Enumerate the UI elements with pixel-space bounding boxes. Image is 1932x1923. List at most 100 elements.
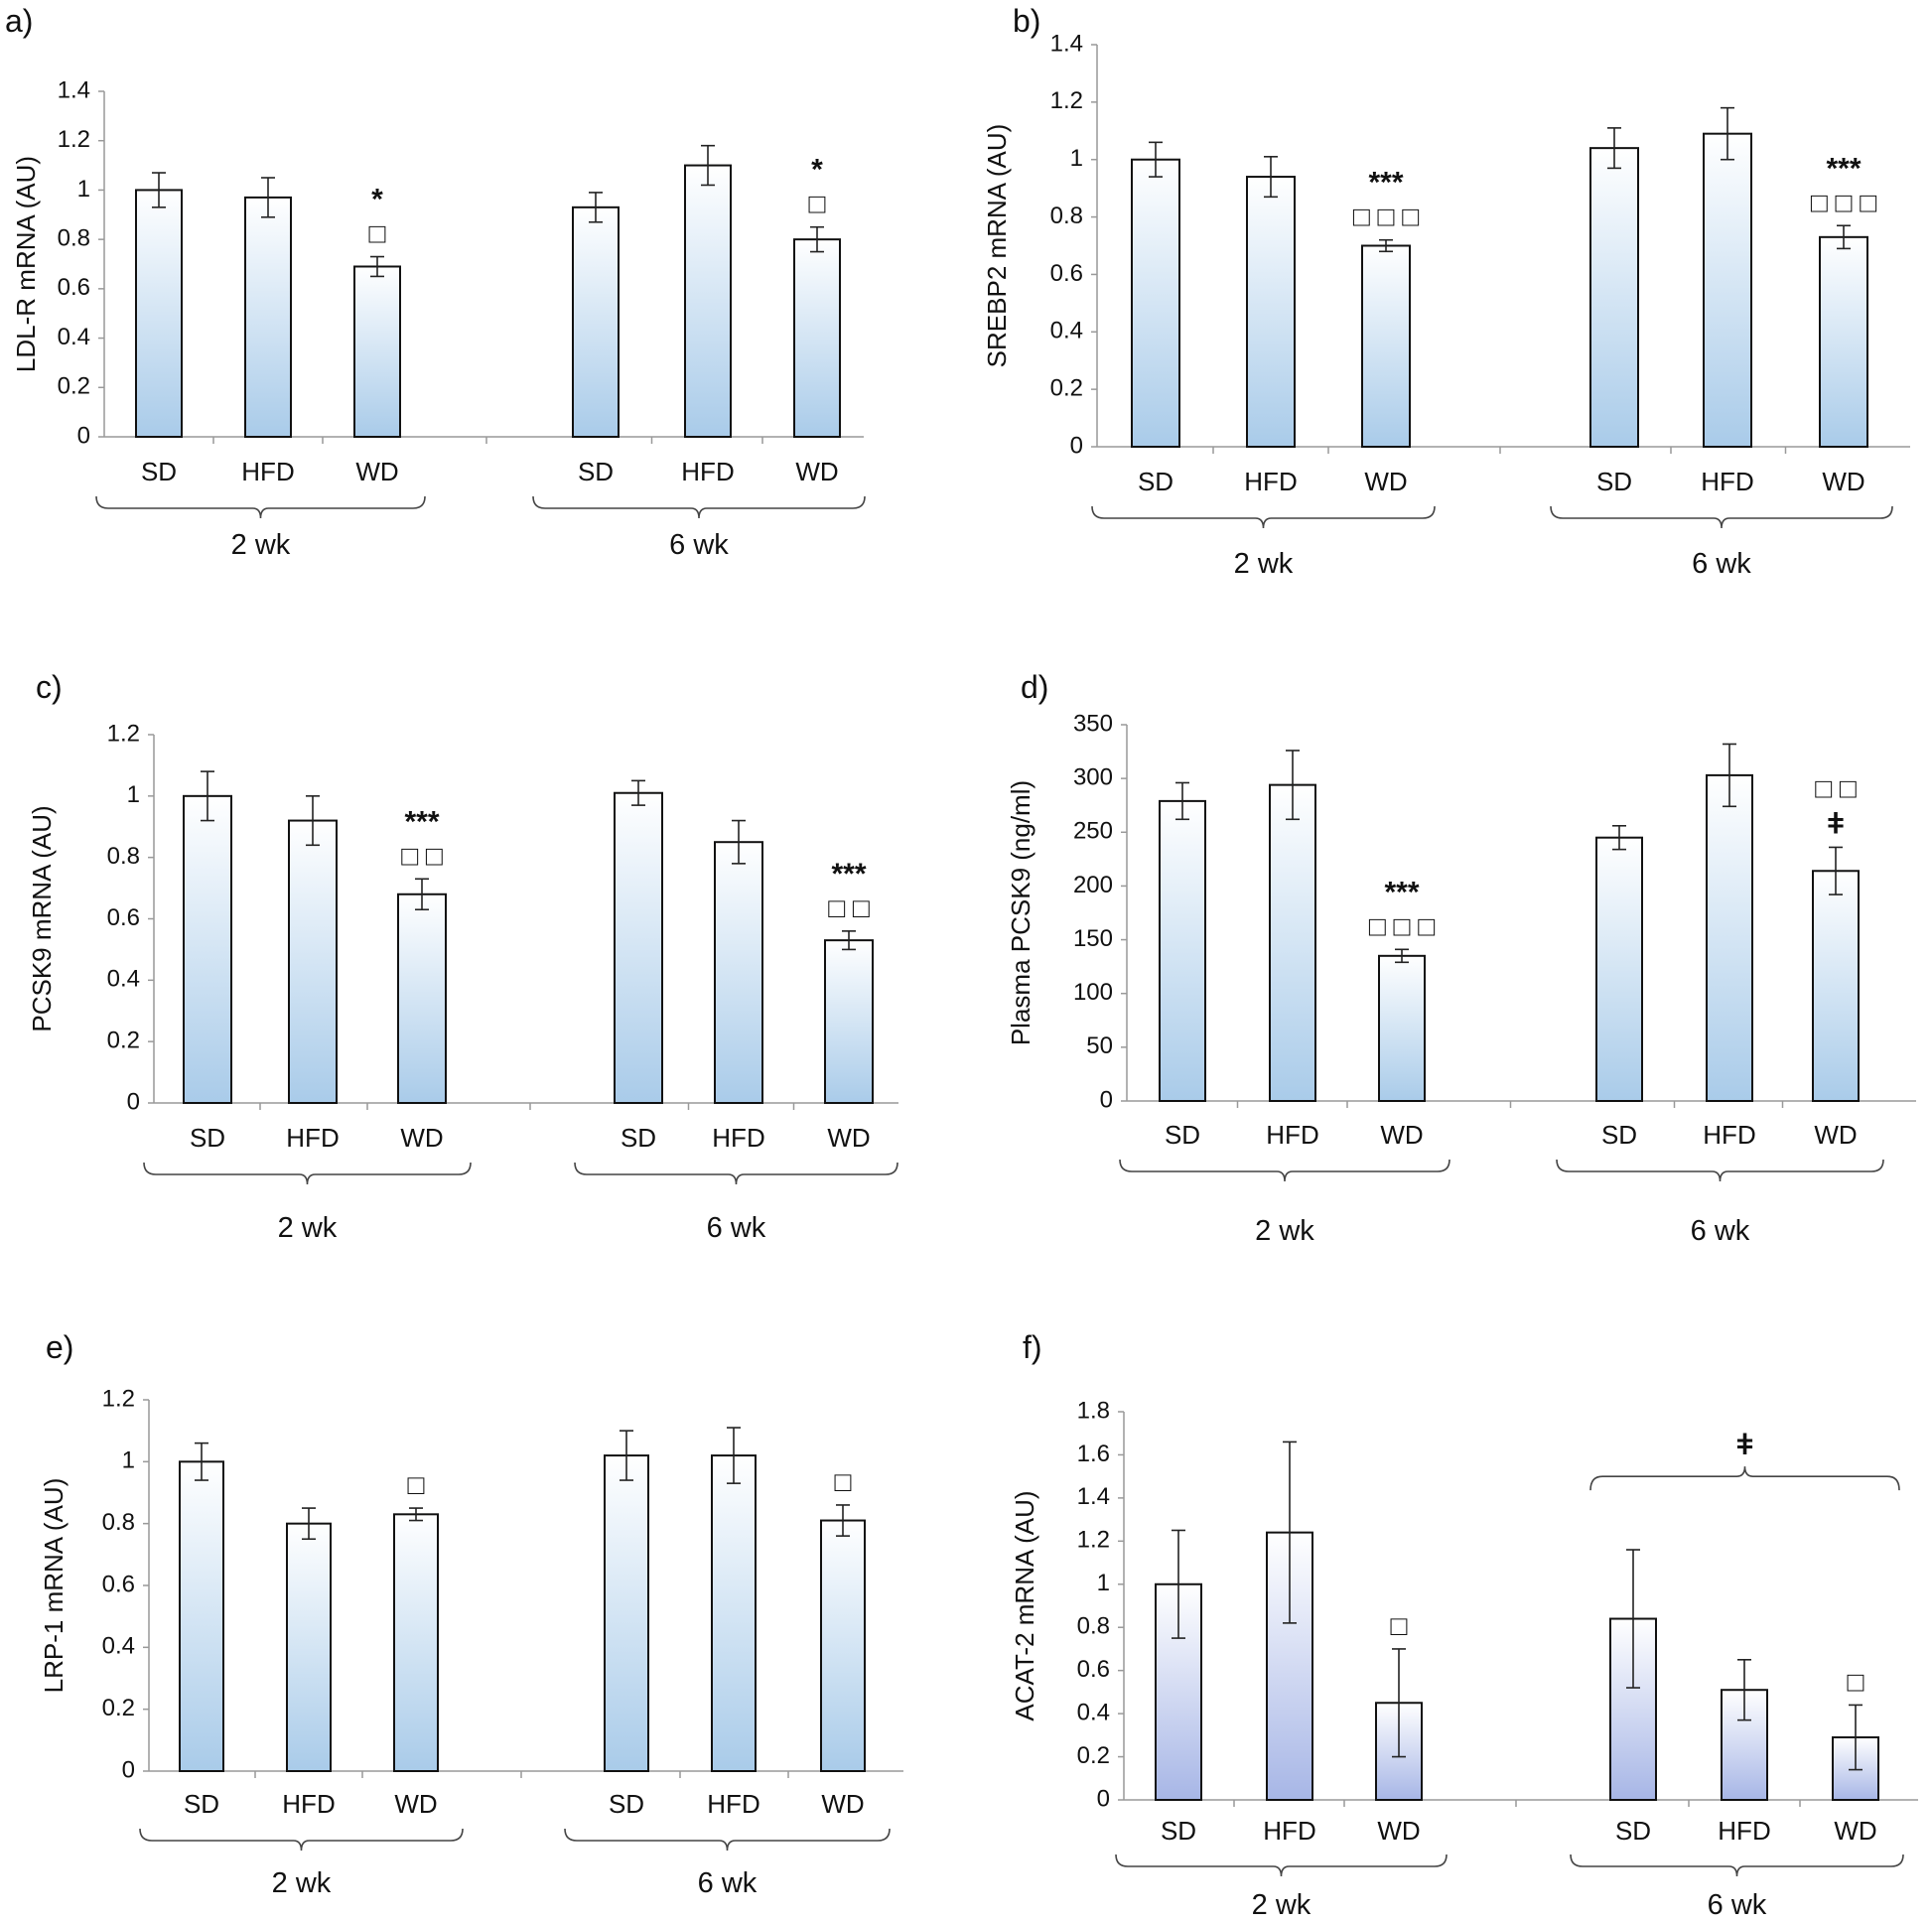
category-label: HFD: [712, 1123, 764, 1153]
category-label: WD: [1814, 1120, 1857, 1150]
significance-squares: □: [835, 1466, 852, 1497]
y-tick-label: 0: [1070, 432, 1083, 459]
group-label: 6 wk: [1692, 548, 1751, 580]
panel-letter: a): [5, 3, 33, 39]
group-brace: [532, 495, 866, 519]
significance-squares: □: [1848, 1666, 1864, 1697]
bar: [1812, 870, 1860, 1102]
significance-squares: □ □ □: [1369, 910, 1435, 941]
group-brace: [1570, 1854, 1904, 1877]
y-tick-label: 1.4: [1077, 1483, 1110, 1510]
significance-stars: ***: [1826, 152, 1861, 185]
category-label: SD: [1601, 1120, 1637, 1150]
significance-squares: □ □ □: [1353, 202, 1419, 232]
bar: [1703, 132, 1752, 449]
group-label: 6 wk: [669, 529, 729, 561]
category-label: WD: [1380, 1120, 1423, 1150]
y-tick-label: 0.4: [102, 1633, 135, 1660]
group-brace: [1115, 1854, 1448, 1877]
y-tick-label: 1: [127, 781, 140, 808]
y-tick-label: 0: [122, 1756, 135, 1783]
y-tick-label: 0.6: [1077, 1656, 1110, 1683]
bar: [604, 1454, 649, 1772]
group-brace: [574, 1162, 898, 1185]
bar: [183, 794, 232, 1104]
bar: [135, 189, 183, 438]
bar: [1159, 799, 1206, 1103]
category-label: HFD: [681, 457, 734, 486]
category-label: WD: [795, 457, 838, 486]
bar: [288, 819, 338, 1104]
y-tick-label: 0.6: [1050, 260, 1083, 287]
bar: [393, 1513, 439, 1772]
significance-squares: □ □: [401, 840, 443, 871]
y-tick-label: 0.2: [107, 1028, 140, 1054]
bar: [824, 939, 874, 1104]
group-brace: [1119, 1159, 1450, 1182]
category-label: SD: [1596, 467, 1632, 496]
group-label: 2 wk: [278, 1212, 338, 1244]
category-label: HFD: [1266, 1120, 1318, 1150]
y-axis-label: ACAT-2 mRNA (AU): [1010, 1490, 1039, 1720]
bar: [1706, 773, 1753, 1102]
y-tick-label: 1.6: [1077, 1441, 1110, 1467]
significance-squares: □ □: [1815, 772, 1857, 803]
bar: [1246, 176, 1296, 448]
category-label: HFD: [241, 457, 294, 486]
y-axis-label: SREBP2 mRNA (AU): [982, 124, 1012, 368]
y-tick-label: 50: [1086, 1032, 1113, 1059]
group-brace: [564, 1828, 891, 1852]
y-tick-label: 0.2: [102, 1695, 135, 1721]
panel-a: a) LDL-R mRNA (AU) 0 0.2 0.4 0.6 0.8 1 1.2 1.4 SD H…: [5, 3, 866, 561]
significance-squares: □: [369, 218, 386, 249]
bar: [1378, 954, 1426, 1102]
group-label: 2 wk: [272, 1867, 332, 1899]
y-tick-label: 0.6: [107, 904, 140, 931]
y-tick-label: 0.8: [107, 843, 140, 870]
significance-cross: ǂ: [1827, 807, 1845, 840]
group-label: 6 wk: [707, 1212, 766, 1244]
y-tick-label: 0.8: [1077, 1613, 1110, 1640]
y-tick-label: 0.8: [1050, 203, 1083, 229]
group-label: 6 wk: [1691, 1215, 1750, 1247]
panel-letter: f): [1023, 1329, 1042, 1365]
category-label: HFD: [1244, 467, 1297, 496]
significance-squares: □: [1391, 1610, 1408, 1641]
y-tick-label: 0: [127, 1088, 140, 1115]
group-brace: [95, 495, 426, 519]
bar: [1819, 235, 1868, 448]
group-label: 2 wk: [231, 529, 291, 561]
category-label: SD: [609, 1789, 644, 1819]
y-tick-label: 1: [1097, 1570, 1110, 1596]
y-axis-label: LDL-R mRNA (AU): [11, 156, 41, 372]
significance-squares: □: [408, 1469, 425, 1500]
y-axis-label: LRP-1 mRNA (AU): [39, 1478, 69, 1694]
y-tick-label: 0.6: [102, 1571, 135, 1597]
category-label: SD: [621, 1123, 656, 1153]
y-tick-label: 250: [1073, 818, 1113, 845]
bar: [614, 791, 663, 1104]
y-tick-label: 1: [77, 176, 90, 203]
category-label: WD: [1834, 1816, 1876, 1846]
significance-stars: ***: [1368, 167, 1403, 200]
y-tick-label: 0.2: [1077, 1742, 1110, 1769]
significance-stars: ***: [831, 858, 866, 891]
bracket-symbol: ǂ: [1736, 1429, 1754, 1461]
panel-b: b) SREBP2 mRNA (AU) 0 0.2 0.4 0.6 0.8 1 1.2 1.4 SD…: [982, 3, 1910, 580]
category-label: HFD: [1718, 1816, 1770, 1846]
y-tick-label: 1: [122, 1447, 135, 1474]
panel-letter: b): [1013, 3, 1040, 39]
category-label: WD: [400, 1123, 443, 1153]
bar: [1361, 244, 1411, 448]
y-tick-label: 200: [1073, 872, 1113, 898]
y-tick-label: 1.2: [1050, 87, 1083, 114]
y-tick-label: 0.4: [58, 324, 90, 350]
bar: [684, 164, 732, 438]
category-label: WD: [394, 1789, 437, 1819]
bar: [179, 1460, 224, 1773]
group-brace: [139, 1828, 464, 1852]
y-tick-label: 0: [1100, 1086, 1113, 1113]
bar: [793, 238, 841, 438]
category-label: WD: [1822, 467, 1864, 496]
